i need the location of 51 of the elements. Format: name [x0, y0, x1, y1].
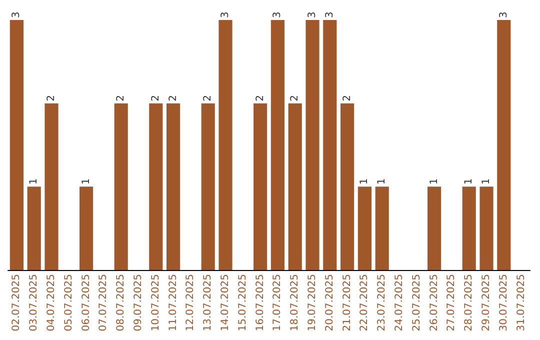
data-label: 2	[254, 94, 266, 102]
data-label: 1	[80, 178, 92, 185]
x-tick-label: 12.07.2025	[185, 274, 196, 332]
x-tick-label: 29.07.2025	[481, 274, 492, 332]
x-tick-label: 02.07.2025	[11, 274, 22, 332]
x-tick-label: 07.07.2025	[98, 274, 110, 332]
data-label: 2	[168, 94, 179, 102]
x-tick-label: 30.07.2025	[498, 274, 510, 332]
x-tick-label: 21.07.2025	[342, 274, 353, 332]
data-label: 3	[324, 12, 336, 18]
data-label: 3	[11, 12, 22, 18]
data-label: 2	[46, 94, 57, 102]
x-tick-label: 18.07.2025	[290, 274, 301, 332]
data-label: 2	[150, 94, 162, 102]
x-tick-label: 16.07.2025	[254, 274, 266, 332]
x-tick-label: 11.07.2025	[168, 274, 179, 332]
data-label: 2	[202, 94, 214, 102]
x-tick-label: 19.07.2025	[307, 274, 318, 332]
x-tick-label: 28.07.2025	[464, 274, 475, 332]
x-tick-label: 23.07.2025	[376, 274, 388, 332]
data-label: 3	[498, 12, 510, 18]
x-tick-label: 27.07.2025	[446, 274, 458, 332]
x-tick-label: 24.07.2025	[394, 274, 405, 332]
x-tick-label: 14.07.2025	[220, 274, 231, 332]
x-tick-label: 09.07.2025	[133, 274, 144, 332]
data-label: 1	[428, 178, 440, 185]
data-label: 3	[220, 12, 231, 18]
data-label: 1	[376, 178, 388, 185]
data-label: 1	[464, 178, 475, 185]
data-label: 2	[342, 94, 353, 102]
x-tick-label: 03.07.2025	[28, 274, 40, 332]
x-tick-label: 25.07.2025	[411, 274, 422, 332]
data-label: 3	[272, 12, 284, 18]
x-tick-label: 17.07.2025	[272, 274, 284, 332]
data-label: 2	[116, 94, 127, 102]
x-tick-label: 08.07.2025	[116, 274, 127, 332]
x-tick-label: 04.07.2025	[46, 274, 57, 332]
data-label: 1	[28, 178, 40, 185]
data-label: 3	[307, 12, 318, 18]
x-tick-label: 05.07.2025	[63, 274, 74, 332]
data-label: 1	[481, 178, 492, 185]
x-tick-label: 13.07.2025	[202, 274, 214, 332]
x-tick-label: 20.07.2025	[324, 274, 336, 332]
x-tick-label: 06.07.2025	[80, 274, 92, 332]
x-tick-label: 15.07.2025	[237, 274, 248, 332]
data-label: 2	[290, 94, 301, 102]
x-tick-label: 10.07.2025	[150, 274, 162, 332]
x-tick-label: 22.07.2025	[359, 274, 370, 332]
x-tick-label: 26.07.2025	[428, 274, 440, 332]
data-label: 1	[359, 178, 370, 185]
x-tick-label: 31.07.2025	[516, 274, 527, 332]
